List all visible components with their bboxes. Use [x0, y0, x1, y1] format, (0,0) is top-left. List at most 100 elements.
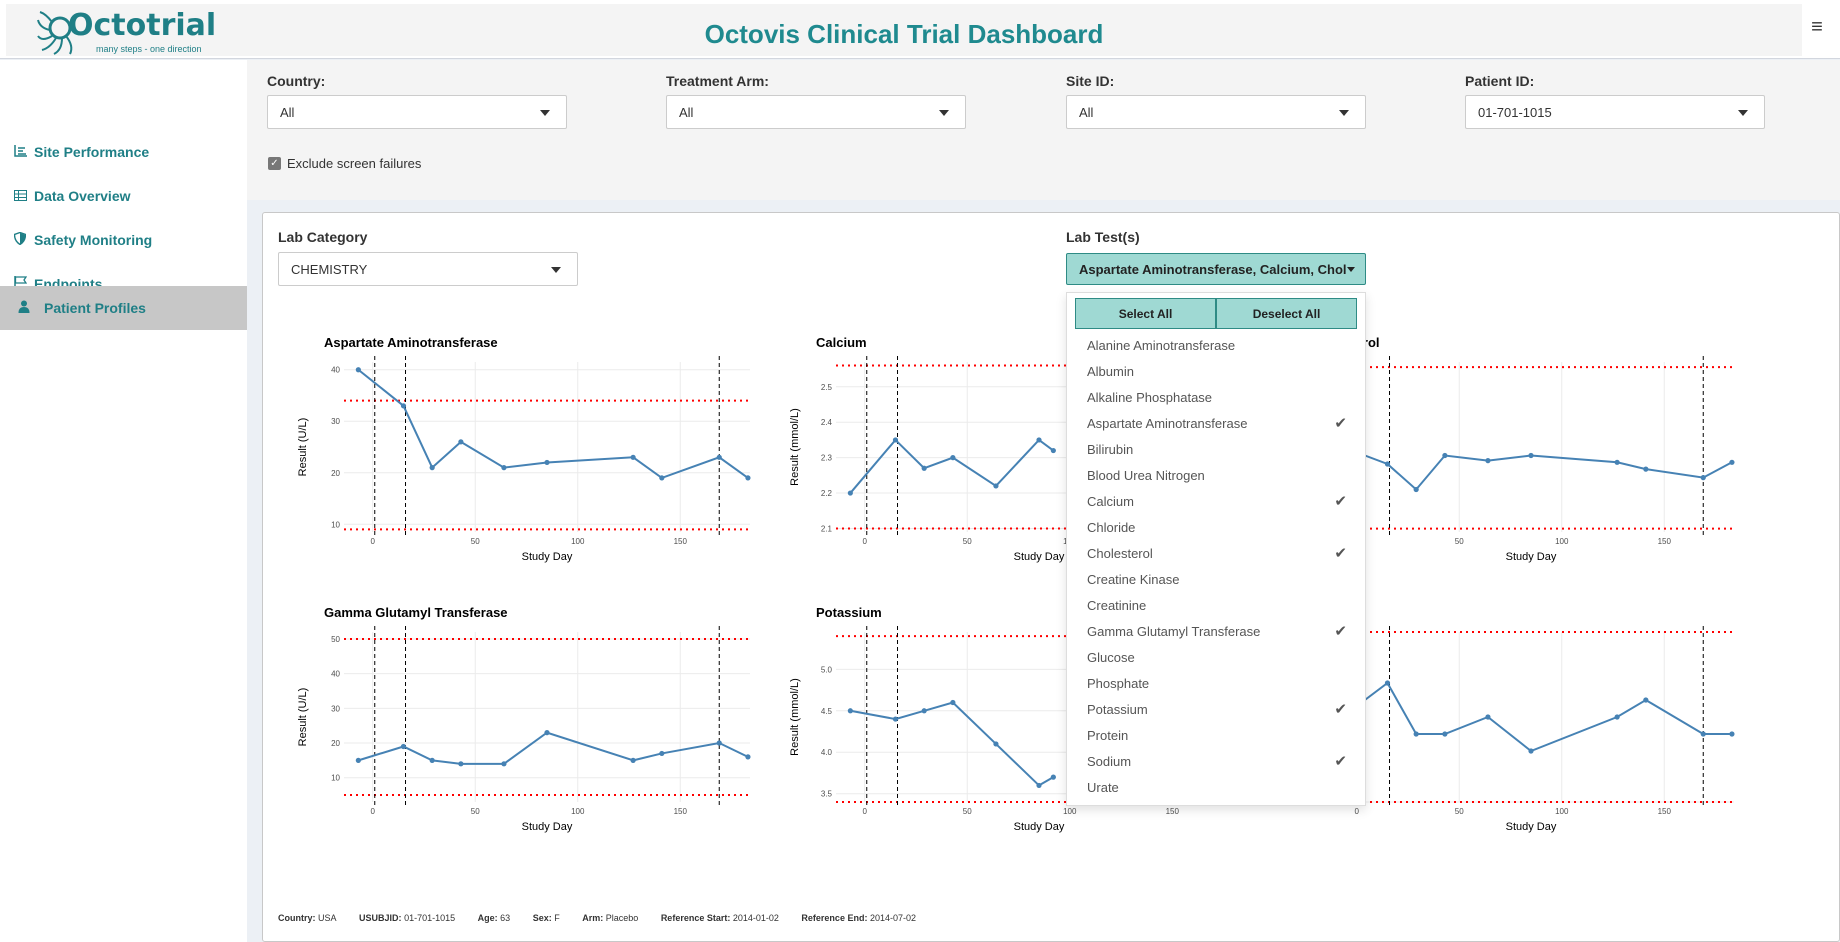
- lab-category-select[interactable]: CHEMISTRY: [278, 252, 578, 286]
- lab-test-option[interactable]: Sodium ✔: [1087, 749, 1347, 775]
- x-tick-label: 0: [862, 537, 867, 546]
- lab-test-option-label: Sodium: [1087, 754, 1132, 769]
- lab-test-option[interactable]: Potassium ✔: [1087, 697, 1347, 723]
- info-age: Age: 63: [478, 913, 511, 923]
- lab-test-option[interactable]: Albumin: [1087, 359, 1347, 385]
- treatment-arm-label: Treatment Arm:: [666, 73, 769, 89]
- chevron-down-icon: [939, 110, 949, 116]
- chart-title: Calcium: [816, 335, 867, 350]
- y-tick-label: 2.5: [821, 383, 833, 392]
- x-tick-label: 150: [674, 807, 688, 816]
- data-point: [1614, 714, 1620, 720]
- site-id-select[interactable]: All: [1066, 95, 1366, 129]
- info-country: Country: USA: [278, 913, 337, 923]
- x-axis-label: Study Day: [1014, 551, 1065, 563]
- chevron-down-icon: [1339, 110, 1349, 116]
- lab-category-label: Lab Category: [278, 229, 368, 245]
- y-tick-label: 2.1: [821, 524, 833, 533]
- lab-test-option-label: Gamma Glutamyl Transferase: [1087, 624, 1261, 639]
- series-line: [1341, 681, 1732, 753]
- lab-tests-dropdown: Select All Deselect All Alanine Aminotra…: [1066, 292, 1366, 806]
- data-point: [993, 741, 999, 747]
- exclude-screen-failures-checkbox[interactable]: ✓: [268, 157, 281, 170]
- data-point: [1036, 782, 1042, 789]
- lab-tests-multiselect[interactable]: Aspartate Aminotransferase, Calcium, Cho…: [1066, 253, 1366, 285]
- lab-test-option[interactable]: Glucose: [1087, 645, 1347, 671]
- patient-info-bar: Country: USA USUBJID: 01-701-1015 Age: 6…: [278, 913, 936, 923]
- sidebar-item-patient-profiles[interactable]: Patient Profiles: [0, 286, 247, 330]
- data-point: [544, 459, 550, 466]
- select-all-button[interactable]: Select All: [1075, 298, 1216, 329]
- y-axis-label: Result (U/L): [297, 688, 309, 747]
- check-icon: ✔: [1334, 415, 1347, 432]
- data-point: [429, 465, 435, 471]
- lab-test-option[interactable]: Creatinine: [1087, 593, 1347, 619]
- y-tick-label: 2.2: [821, 489, 833, 498]
- lab-test-option[interactable]: Calcium ✔: [1087, 489, 1347, 515]
- deselect-all-button[interactable]: Deselect All: [1216, 298, 1357, 329]
- y-tick-label: 10: [331, 774, 340, 783]
- lab-test-option[interactable]: Alanine Aminotransferase: [1087, 333, 1347, 359]
- data-point: [1700, 731, 1706, 737]
- lab-test-option[interactable]: Phosphate: [1087, 671, 1347, 697]
- data-point: [630, 454, 636, 460]
- treatment-arm-select[interactable]: All: [666, 95, 966, 129]
- y-tick-label: 40: [331, 366, 340, 375]
- data-point: [950, 699, 956, 706]
- sidebar-item-label: Site Performance: [34, 144, 150, 160]
- lab-test-option[interactable]: Bilirubin: [1087, 437, 1347, 463]
- sidebar-item-safety-monitoring[interactable]: Safety Monitoring: [0, 218, 247, 262]
- hamburger-menu-icon[interactable]: ≡: [1811, 16, 1823, 38]
- sidebar-item-data-overview[interactable]: Data Overview: [0, 174, 247, 218]
- top-header: Octotrial many steps - one direction Oct…: [0, 0, 1840, 59]
- lab-test-option[interactable]: Gamma Glutamyl Transferase ✔: [1087, 619, 1347, 645]
- series-line: [1342, 446, 1733, 491]
- sidebar-item-label: Patient Profiles: [44, 300, 146, 316]
- info-sex: Sex: F: [533, 913, 560, 923]
- header-bar: Octotrial many steps - one direction Oct…: [6, 4, 1802, 56]
- series-line: [357, 368, 749, 480]
- x-axis-label: Study Day: [1014, 821, 1065, 833]
- lab-test-option[interactable]: Urate: [1087, 775, 1347, 801]
- lab-tests-value: Aspartate Aminotransferase, Calcium, Cho…: [1079, 262, 1347, 277]
- x-tick-label: 150: [1658, 537, 1672, 546]
- x-tick-label: 0: [862, 807, 867, 816]
- info-value: USA: [318, 913, 337, 923]
- country-select[interactable]: All: [267, 95, 567, 129]
- octotrial-logo[interactable]: Octotrial many steps - one direction: [36, 8, 217, 56]
- sidebar: Site Performance Data Overview Safety Mo…: [0, 60, 247, 942]
- x-tick-label: 50: [1455, 807, 1464, 816]
- data-point: [501, 465, 507, 471]
- user-icon: [18, 300, 34, 316]
- lab-test-option[interactable]: Cholesterol ✔: [1087, 541, 1347, 567]
- logo-text: Octotrial: [68, 8, 217, 43]
- data-point: [716, 740, 722, 746]
- lab-test-option[interactable]: Creatine Kinase: [1087, 567, 1347, 593]
- lab-test-option-label: Creatinine: [1087, 598, 1147, 613]
- table-icon: [14, 189, 30, 204]
- data-point: [659, 750, 665, 757]
- info-value: F: [554, 913, 560, 923]
- y-tick-label: 20: [331, 739, 340, 748]
- data-point: [1700, 475, 1706, 481]
- data-point: [429, 757, 435, 763]
- data-point: [745, 475, 751, 481]
- lab-test-option[interactable]: Protein: [1087, 723, 1347, 749]
- patient-id-select[interactable]: 01-701-1015: [1465, 95, 1765, 129]
- lab-test-option[interactable]: Alkaline Phosphatase: [1087, 385, 1347, 411]
- lab-test-option-label: Cholesterol: [1087, 546, 1153, 561]
- data-point: [1413, 486, 1419, 493]
- chart-line-icon: [14, 144, 30, 160]
- lab-test-option[interactable]: Aspartate Aminotransferase ✔: [1087, 411, 1347, 437]
- x-axis-label: Study Day: [522, 821, 573, 833]
- page-title: Octovis Clinical Trial Dashboard: [704, 19, 1104, 49]
- chevron-down-icon: [551, 267, 561, 273]
- lab-test-option[interactable]: Chloride: [1087, 515, 1347, 541]
- x-tick-label: 150: [674, 537, 688, 546]
- sidebar-item-site-performance[interactable]: Site Performance: [0, 130, 247, 174]
- data-point: [544, 730, 550, 736]
- x-tick-label: 0: [370, 807, 375, 816]
- data-point: [1413, 731, 1419, 737]
- info-key: Age:: [477, 913, 498, 923]
- lab-test-option[interactable]: Blood Urea Nitrogen: [1087, 463, 1347, 489]
